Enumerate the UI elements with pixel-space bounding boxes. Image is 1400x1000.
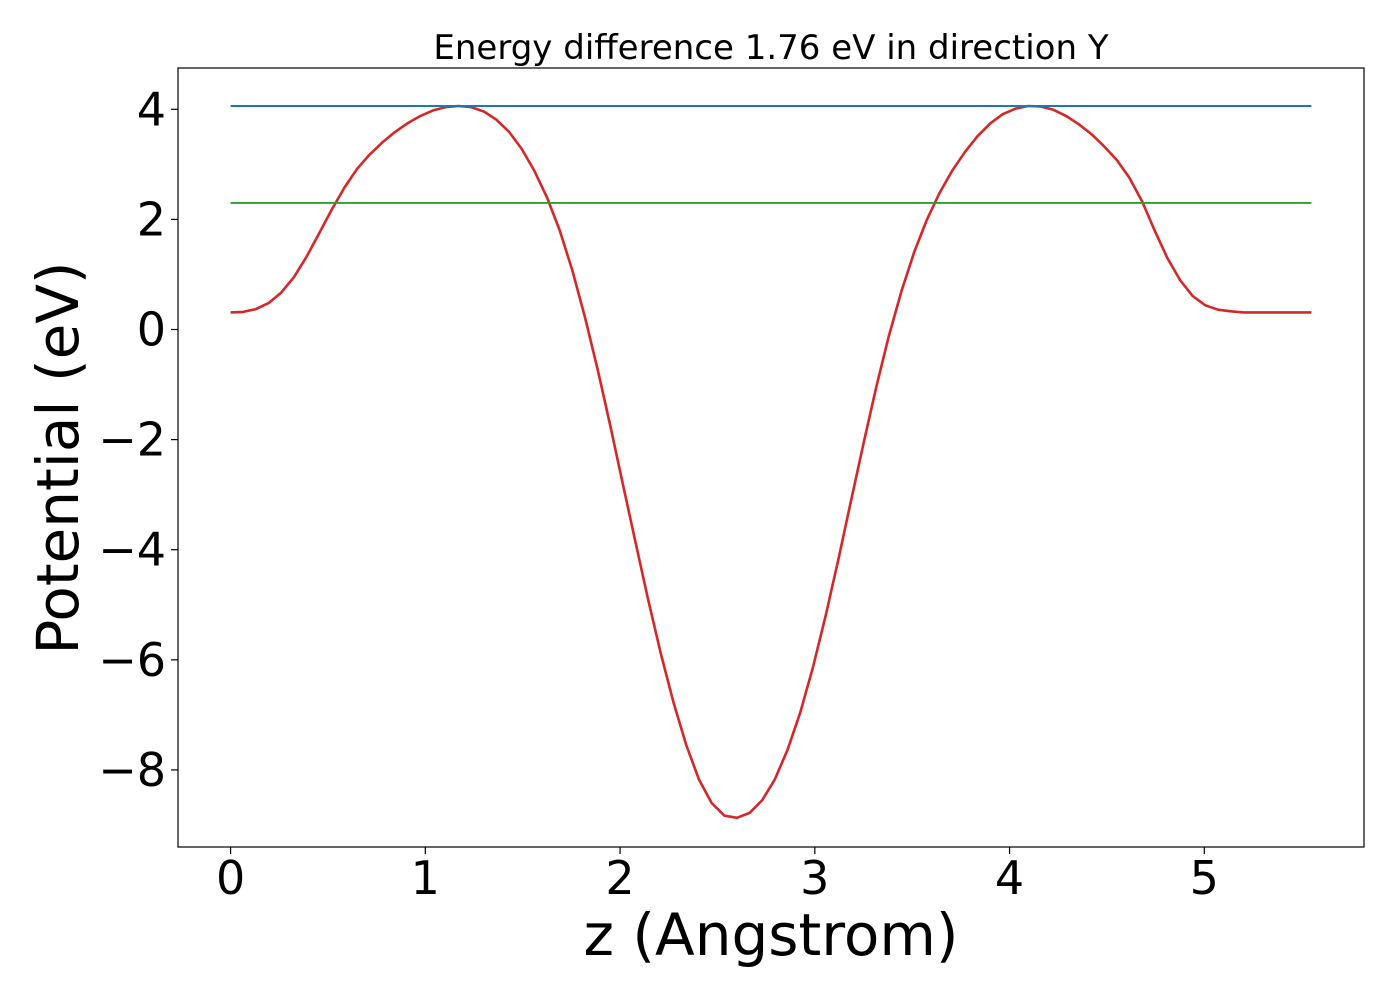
series-layer (230, 104, 1312, 820)
x-axis-title: z (Angstrom) (584, 901, 959, 969)
x-tick-label: 2 (605, 851, 634, 905)
plot-area-frame (177, 67, 1365, 848)
y-tick-label: −8 (98, 743, 166, 797)
x-tick-label: 5 (1190, 851, 1219, 905)
x-tick-label: 0 (216, 851, 245, 905)
y-axis-ticks: 4 2 0 −2 −4 −6 −8 (98, 82, 178, 797)
y-tick-label: 2 (137, 192, 166, 246)
chart-title: Energy difference 1.76 eV in direction Y (433, 28, 1108, 68)
x-axis-ticks: 0 1 2 3 4 5 (216, 847, 1219, 905)
x-tick-label: 1 (411, 851, 440, 905)
y-tick-label: 0 (137, 303, 166, 357)
y-tick-label: −2 (98, 413, 166, 467)
y-tick-label: −6 (98, 633, 166, 687)
y-tick-label: 4 (137, 82, 166, 136)
series-line-0 (230, 104, 1312, 820)
y-axis-title: Potential (eV) (24, 261, 92, 654)
x-tick-label: 3 (800, 851, 829, 905)
x-tick-label: 4 (995, 851, 1024, 905)
y-tick-label: −4 (98, 523, 166, 577)
